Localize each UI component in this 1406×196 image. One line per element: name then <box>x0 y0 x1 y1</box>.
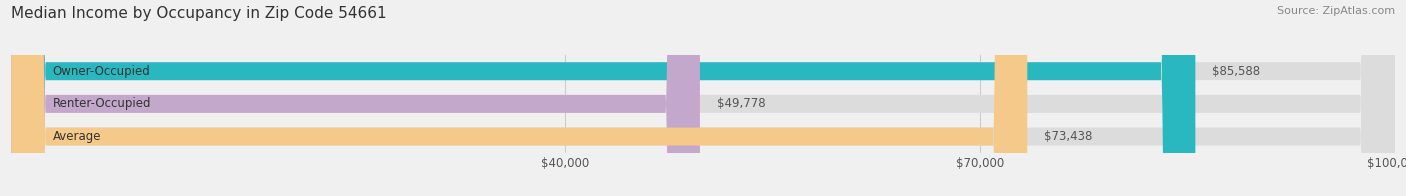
Text: $73,438: $73,438 <box>1043 130 1092 143</box>
FancyBboxPatch shape <box>11 0 1195 196</box>
Text: $49,778: $49,778 <box>717 97 765 110</box>
FancyBboxPatch shape <box>11 0 700 196</box>
Text: Owner-Occupied: Owner-Occupied <box>53 65 150 78</box>
Text: Source: ZipAtlas.com: Source: ZipAtlas.com <box>1277 6 1395 16</box>
Text: Average: Average <box>53 130 101 143</box>
Text: Median Income by Occupancy in Zip Code 54661: Median Income by Occupancy in Zip Code 5… <box>11 6 387 21</box>
FancyBboxPatch shape <box>11 0 1395 196</box>
Text: Renter-Occupied: Renter-Occupied <box>53 97 152 110</box>
FancyBboxPatch shape <box>11 0 1028 196</box>
Text: $85,588: $85,588 <box>1212 65 1260 78</box>
FancyBboxPatch shape <box>11 0 1395 196</box>
FancyBboxPatch shape <box>11 0 1395 196</box>
